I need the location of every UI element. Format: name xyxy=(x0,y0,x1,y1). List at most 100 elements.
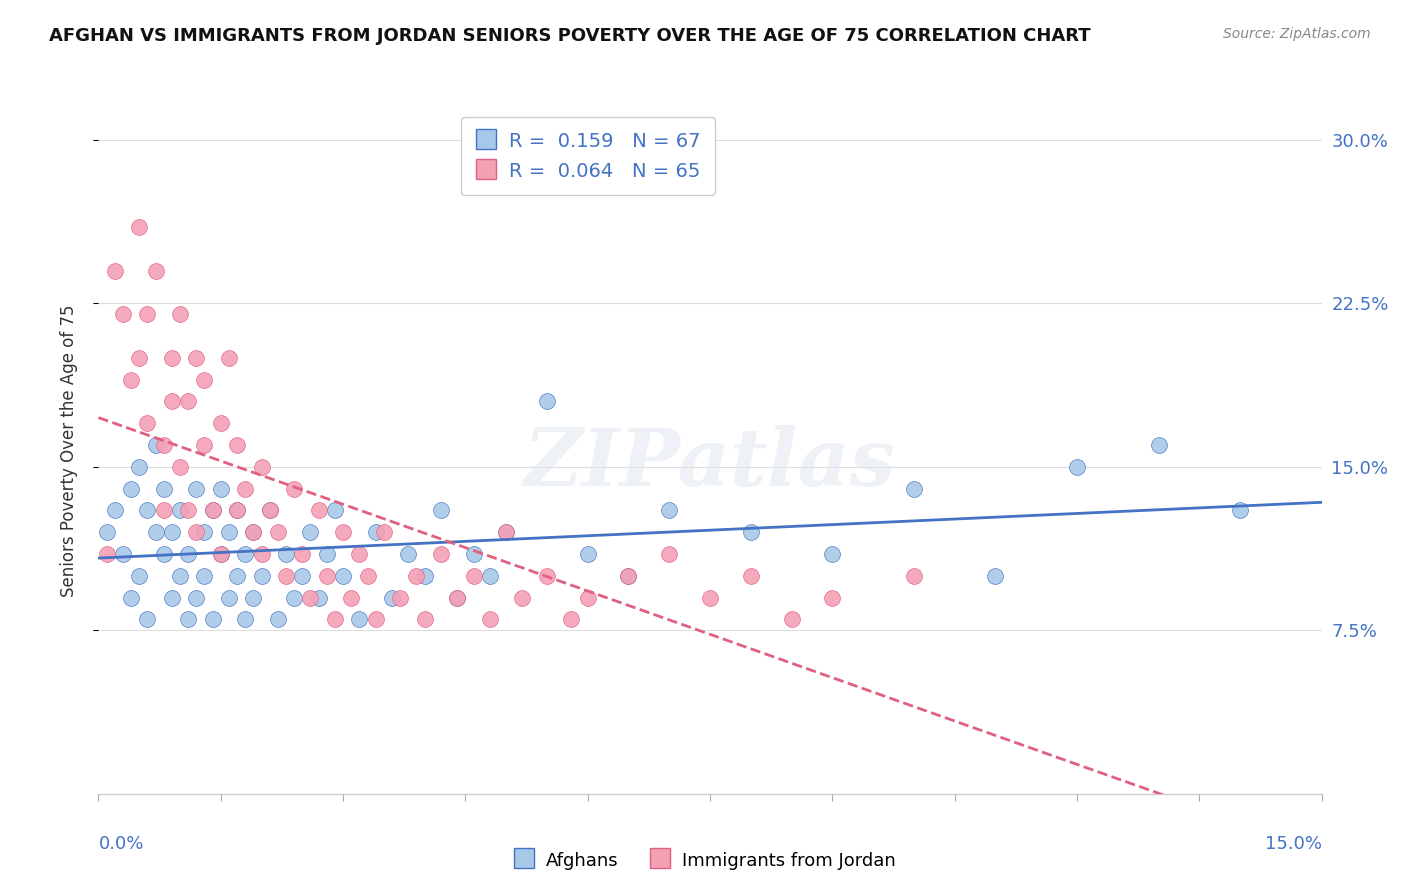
Point xyxy=(658,503,681,517)
Point xyxy=(136,612,159,626)
Point xyxy=(356,569,378,583)
Point xyxy=(364,525,387,540)
Point xyxy=(177,394,200,409)
Point xyxy=(209,547,232,561)
Point xyxy=(160,394,183,409)
Point xyxy=(299,525,322,540)
Point xyxy=(463,547,485,561)
Point xyxy=(1147,438,1170,452)
Point xyxy=(274,547,297,561)
Point xyxy=(430,547,453,561)
Text: Source: ZipAtlas.com: Source: ZipAtlas.com xyxy=(1223,27,1371,41)
Point xyxy=(120,482,142,496)
Point xyxy=(308,591,330,605)
Point xyxy=(259,503,281,517)
Point xyxy=(267,525,290,540)
Point xyxy=(308,503,330,517)
Point xyxy=(209,482,232,496)
Point xyxy=(111,547,134,561)
Point xyxy=(430,503,453,517)
Point xyxy=(128,219,150,234)
Point xyxy=(104,503,127,517)
Point xyxy=(193,373,215,387)
Point xyxy=(780,612,803,626)
Text: 0.0%: 0.0% xyxy=(98,835,143,853)
Text: 15.0%: 15.0% xyxy=(1264,835,1322,853)
Y-axis label: Seniors Poverty Over the Age of 75: Seniors Poverty Over the Age of 75 xyxy=(59,304,77,597)
Point xyxy=(186,525,208,540)
Text: ZIPatlas: ZIPatlas xyxy=(524,425,896,503)
Point xyxy=(169,307,191,321)
Point xyxy=(299,591,322,605)
Point xyxy=(984,569,1007,583)
Point xyxy=(152,482,174,496)
Point xyxy=(152,438,174,452)
Point xyxy=(821,547,844,561)
Point xyxy=(145,438,167,452)
Point xyxy=(186,591,208,605)
Point xyxy=(283,482,305,496)
Point xyxy=(186,351,208,365)
Point xyxy=(177,547,200,561)
Point xyxy=(226,503,249,517)
Point xyxy=(373,525,395,540)
Point xyxy=(903,482,925,496)
Point xyxy=(201,612,224,626)
Point xyxy=(177,612,200,626)
Point xyxy=(96,525,118,540)
Point xyxy=(201,503,224,517)
Point xyxy=(315,547,337,561)
Point xyxy=(291,569,314,583)
Point xyxy=(160,591,183,605)
Point xyxy=(364,612,387,626)
Point xyxy=(340,591,363,605)
Point xyxy=(903,569,925,583)
Point xyxy=(104,263,127,277)
Point xyxy=(128,459,150,474)
Point xyxy=(169,503,191,517)
Point xyxy=(291,547,314,561)
Point xyxy=(536,569,558,583)
Point xyxy=(145,263,167,277)
Point xyxy=(226,503,249,517)
Point xyxy=(177,503,200,517)
Point xyxy=(242,591,264,605)
Point xyxy=(267,612,290,626)
Point xyxy=(413,612,436,626)
Point xyxy=(389,591,412,605)
Point xyxy=(242,525,264,540)
Legend: Afghans, Immigrants from Jordan: Afghans, Immigrants from Jordan xyxy=(503,842,903,879)
Point xyxy=(250,547,273,561)
Point xyxy=(658,547,681,561)
Point xyxy=(218,351,240,365)
Point xyxy=(218,591,240,605)
Point xyxy=(186,482,208,496)
Point xyxy=(446,591,468,605)
Point xyxy=(323,612,346,626)
Point xyxy=(169,569,191,583)
Point xyxy=(617,569,640,583)
Point xyxy=(242,525,264,540)
Point xyxy=(446,591,468,605)
Point xyxy=(233,612,256,626)
Point xyxy=(218,525,240,540)
Point xyxy=(1229,503,1251,517)
Point xyxy=(495,525,517,540)
Point xyxy=(478,612,501,626)
Point xyxy=(740,525,762,540)
Point xyxy=(120,591,142,605)
Point xyxy=(413,569,436,583)
Point xyxy=(576,591,599,605)
Point xyxy=(250,459,273,474)
Point xyxy=(349,612,371,626)
Point xyxy=(396,547,419,561)
Point xyxy=(332,569,354,583)
Point xyxy=(1066,459,1088,474)
Point xyxy=(209,547,232,561)
Point xyxy=(560,612,582,626)
Point xyxy=(250,569,273,583)
Point xyxy=(145,525,167,540)
Point xyxy=(160,351,183,365)
Point xyxy=(136,307,159,321)
Point xyxy=(233,482,256,496)
